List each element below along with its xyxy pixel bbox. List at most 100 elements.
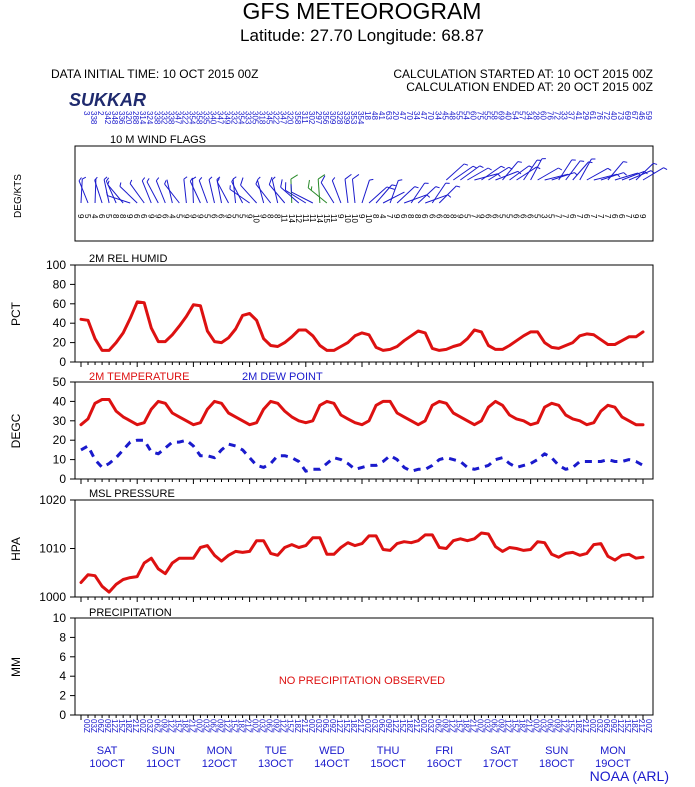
wind-direction-label: 288 [131,111,140,125]
x-hour-label: 00Z [363,719,372,733]
wind-speed-label: 9 [181,214,190,219]
x-hour-label: 18Z [293,719,302,733]
wind-barb [231,177,244,204]
wind-barb [317,174,326,204]
x-day-name: SAT [490,745,511,757]
wind-speed-label: 15 [322,214,331,223]
wind-direction-label: 347 [173,111,182,125]
precipitation-panel-frame [74,617,654,716]
barb-staff [94,180,103,204]
series-line [79,300,645,352]
x-hour-label: 18Z [630,719,639,733]
wind-direction-label: 60 [539,111,548,120]
y-tick-label: 20 [53,433,67,447]
wind-speed-label: 6 [526,214,535,219]
x-hour-label: 09Z [496,719,505,733]
wind-speed-label: 9 [336,214,345,219]
x-hour-label: 18Z [461,719,470,733]
wind-direction-label: 328 [335,111,344,125]
barb-feather [447,194,452,198]
wind-speed-label: 6 [209,214,218,219]
x-hour-label: 21Z [300,719,309,733]
wind-direction-label: 70 [405,111,414,120]
x-hour-label: 00Z [307,719,316,733]
barb-staff [488,166,510,181]
series-line [79,398,645,427]
x-hour-label: 09Z [272,719,281,733]
station-name: SUKKAR [69,90,146,110]
wind-speed-label: 5 [202,214,211,219]
x-hour-label: 18Z [237,719,246,733]
pressure-panel-frame [74,499,654,598]
barb-staff [344,179,349,204]
barb-feather [271,176,276,180]
wind-speed-label: 6 [399,214,408,219]
wind-direction-label: 18 [363,111,372,120]
wind-direction-label: 67 [630,111,639,120]
temperature-panel-frame [74,381,654,480]
wind-barb [382,191,405,204]
barb-feather [391,184,396,187]
wind-direction-label: 55 [454,111,463,120]
barb-staff [255,183,272,204]
barb-feather [344,173,352,180]
wind-speed-label: 7 [589,214,598,219]
wind-speed-label: 10 [350,214,359,223]
barb-feather [146,178,150,183]
barb-feather [650,170,655,174]
x-hour-label: 00Z [644,719,653,733]
barb-feather [82,176,87,180]
wind-direction-label: 48 [370,111,379,120]
y-tick-label: 8 [59,630,66,644]
x-hour-label: 15Z [567,719,576,733]
wind-barb [280,179,300,204]
x-hour-label: 21Z [468,719,477,733]
x-day-date: 12OCT [202,758,238,770]
x-hour-label: 06Z [489,719,498,733]
wind-barb [164,180,180,204]
x-hour-label: 12Z [110,719,119,733]
wind-barb [537,167,563,181]
wind-barb [344,173,352,204]
wind-speed-label: 11 [308,214,317,223]
barb-staff [389,180,399,204]
barb-staff [78,180,89,204]
wind-barb [438,185,461,204]
wind-speed-label: 6 [483,214,492,219]
barb-staff [516,166,537,181]
wind-barb [141,177,152,204]
wind-speed-label: 6 [217,214,226,219]
x-hour-label: 18Z [180,719,189,733]
wind-direction-label: 345 [265,111,274,125]
barb-feather [663,167,668,171]
x-day-date: 11OCT [146,758,181,770]
barb-feather [456,185,461,188]
x-hour-label: 00Z [82,719,91,733]
wind-direction-label: 322 [180,111,189,125]
wind-barb [155,177,166,204]
barb-staff [417,186,437,204]
x-day-name: SAT [97,745,118,757]
barb-staff [509,165,530,181]
barb-staff [642,167,664,181]
x-hour-label: 12Z [504,719,513,733]
x-hour-label: 00Z [532,719,541,733]
x-hour-label: 21Z [637,719,646,733]
wind-barb [417,186,440,204]
wind-speed-label: 9 [146,214,155,219]
wind-barb [94,176,103,204]
x-hour-label: 12Z [166,719,175,733]
x-hour-label: 21Z [581,719,590,733]
humidity-panel-ylabel: PCT [9,301,23,326]
wind-barb [642,167,668,181]
x-hour-label: 09Z [384,719,393,733]
barb-feather [105,177,110,182]
wind-speed-label: 7 [624,214,633,219]
barb-staff [80,179,83,204]
wind-direction-label: 69 [623,111,632,120]
x-hour-label: 21Z [412,719,421,733]
wind-barb [307,179,328,204]
barb-feather [623,161,628,163]
barb-staff [189,181,201,204]
barb-feather [216,178,220,183]
